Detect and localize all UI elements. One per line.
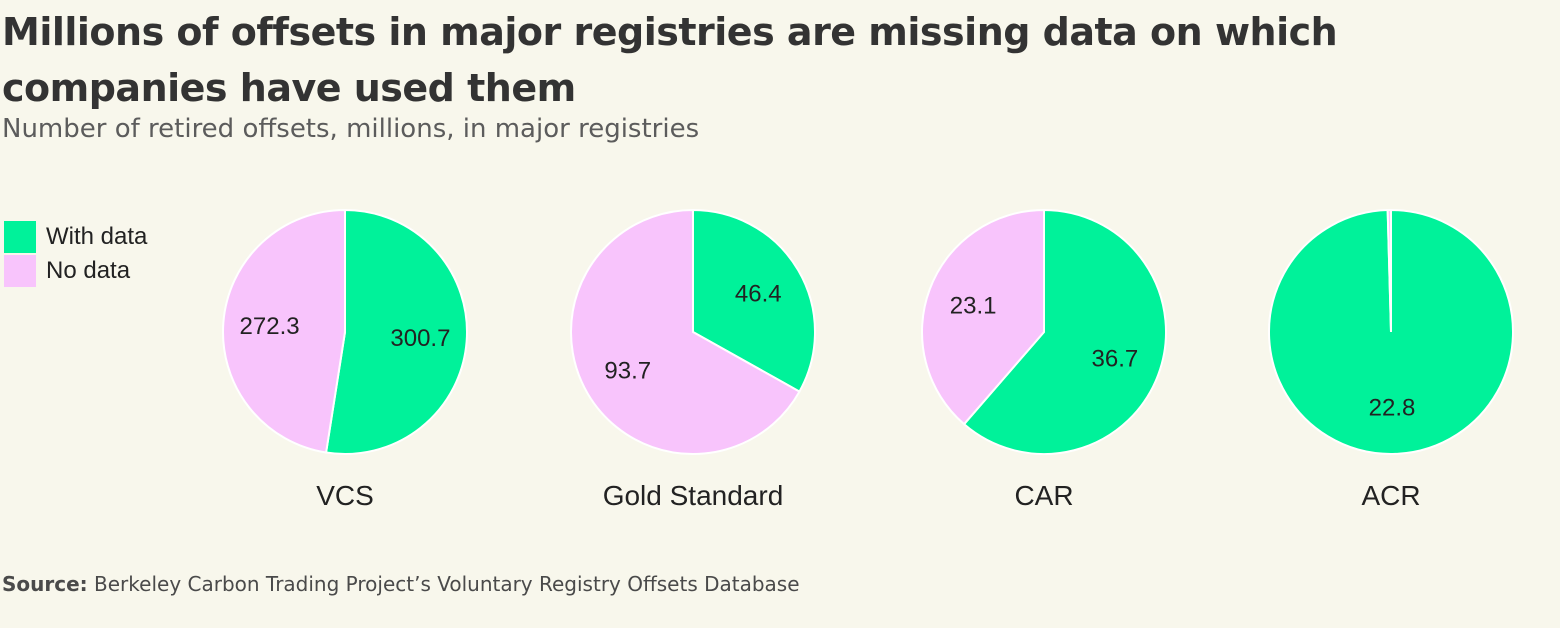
pie-gold-standard: 46.4 93.7 Gold Standard <box>570 208 816 511</box>
slice-car-no-data <box>921 208 1045 426</box>
source-text: Berkeley Carbon Trading Project’s Volunt… <box>94 572 800 596</box>
legend-label-no-data: No data <box>46 257 131 284</box>
data-label-vcs-with-data: 300.7 <box>390 325 450 352</box>
slice-gold-standard-no-data <box>570 208 801 455</box>
pie-acr: 22.8 ACR <box>1268 208 1514 511</box>
legend-label-with-data: With data <box>46 223 148 250</box>
pie-label-gold-standard: Gold Standard <box>603 480 784 511</box>
slice-vcs-no-data <box>222 208 346 454</box>
pie-label-acr: ACR <box>1361 480 1420 511</box>
legend-item-no-data: No data <box>4 254 147 288</box>
slice-gold-standard-with-data <box>692 208 816 393</box>
chart-title: Millions of offsets in major registries … <box>2 10 1338 110</box>
legend-swatch-no-data <box>4 255 36 287</box>
data-label-gold-standard-with-data: 46.4 <box>735 281 782 308</box>
pie-label-car: CAR <box>1014 480 1073 511</box>
data-label-car-with-data: 36.7 <box>1092 345 1139 372</box>
slice-car-with-data <box>962 208 1167 455</box>
pie-vcs: 300.7 272.3 VCS <box>222 208 468 511</box>
source-note: Source: Berkeley Carbon Trading Project’… <box>2 572 800 596</box>
data-label-vcs-no-data: 272.3 <box>240 313 300 340</box>
source-label: Source: <box>2 572 88 596</box>
chart-subtitle: Number of retired offsets, millions, in … <box>2 114 700 144</box>
legend: With data No data <box>4 220 147 288</box>
slice-vcs-with-data <box>324 208 468 455</box>
legend-swatch-with-data <box>4 221 36 253</box>
slice-acr-no-data <box>1386 208 1392 333</box>
data-label-car-no-data: 23.1 <box>950 293 997 320</box>
legend-item-with-data: With data <box>4 220 147 254</box>
pie-label-vcs: VCS <box>316 480 374 511</box>
pie-car: 36.7 23.1 CAR <box>921 208 1167 511</box>
data-label-acr-with-data: 22.8 <box>1369 395 1416 422</box>
data-label-gold-standard-no-data: 93.7 <box>604 357 651 384</box>
